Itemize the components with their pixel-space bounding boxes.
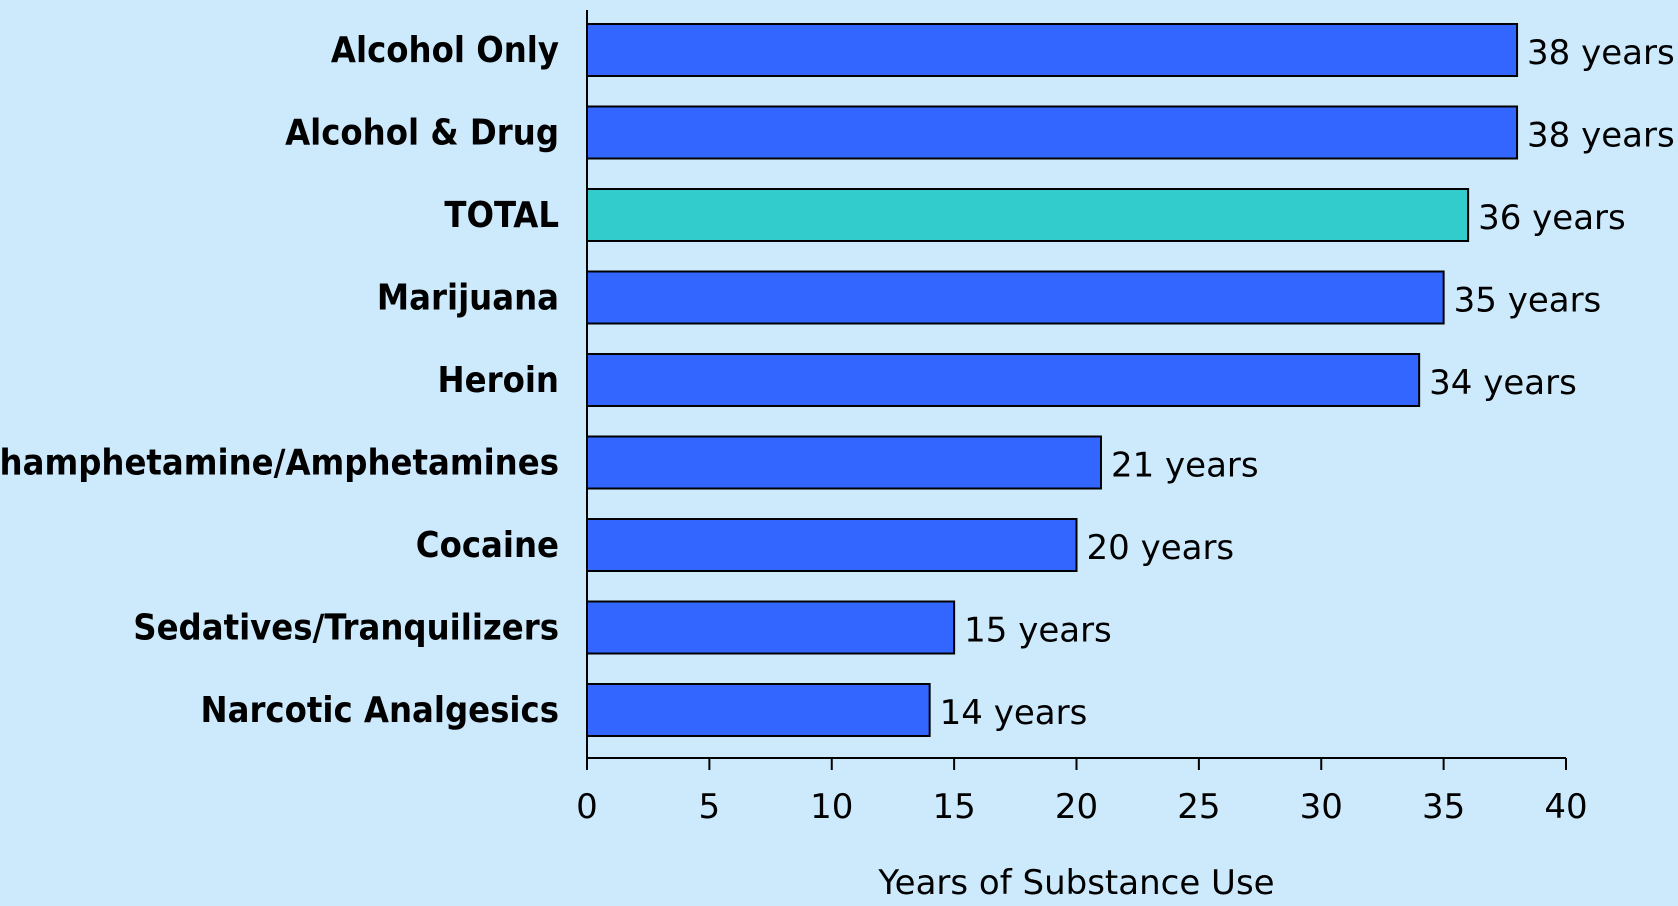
bar: [586, 105, 1519, 160]
x-axis-title: Years of Substance Use: [877, 863, 1274, 903]
data-label: 38 years: [1527, 33, 1675, 73]
x-tick-label: 10: [810, 787, 853, 827]
bar: [586, 600, 956, 655]
data-label: 38 years: [1527, 116, 1675, 156]
category-labels-group: Alcohol Only Alcohol & Drug TOTAL Marijuana…: [0, 30, 559, 731]
data-label: 36 years: [1478, 198, 1626, 238]
category-label: Alcohol & Drug: [285, 113, 559, 154]
category-label: TOTAL: [444, 195, 559, 236]
bar: [586, 683, 931, 737]
x-tick-label: 0: [576, 787, 598, 827]
x-tick-label: 40: [1544, 787, 1587, 827]
x-tick-label: 5: [699, 787, 721, 827]
data-label: 34 years: [1429, 363, 1577, 403]
bars-group: [586, 23, 1519, 737]
x-tick-label: 15: [932, 787, 975, 827]
category-label: Sedatives/Tranquilizers: [133, 608, 559, 649]
bar: [586, 23, 1519, 77]
x-tick-label: 30: [1300, 787, 1343, 827]
data-label: 21 years: [1111, 446, 1259, 486]
x-tick-label: 35: [1422, 787, 1465, 827]
category-label: Heroin: [438, 360, 559, 401]
data-labels-group: 38 years 38 years 36 years 35 years 34 years…: [940, 33, 1675, 733]
data-label: 20 years: [1087, 528, 1235, 568]
category-label: Narcotic Analgesics: [200, 690, 559, 731]
x-ticks-group: 0 5 10 15 20 25 30 35 40: [576, 758, 1588, 827]
data-label: 14 years: [940, 693, 1088, 733]
bar: [586, 270, 1445, 325]
category-label: Alcohol Only: [331, 30, 559, 71]
bar: [586, 188, 1470, 242]
category-label: Methamphetamine/Amphetamines: [0, 443, 559, 484]
bar: [586, 518, 1078, 572]
bar: [586, 353, 1421, 407]
x-tick-label: 25: [1177, 787, 1220, 827]
category-label: Marijuana: [377, 278, 559, 319]
x-tick-label: 20: [1055, 787, 1098, 827]
category-label: Cocaine: [416, 525, 559, 566]
data-label: 35 years: [1454, 281, 1602, 321]
data-label: 15 years: [964, 611, 1112, 651]
bar: [586, 435, 1102, 490]
